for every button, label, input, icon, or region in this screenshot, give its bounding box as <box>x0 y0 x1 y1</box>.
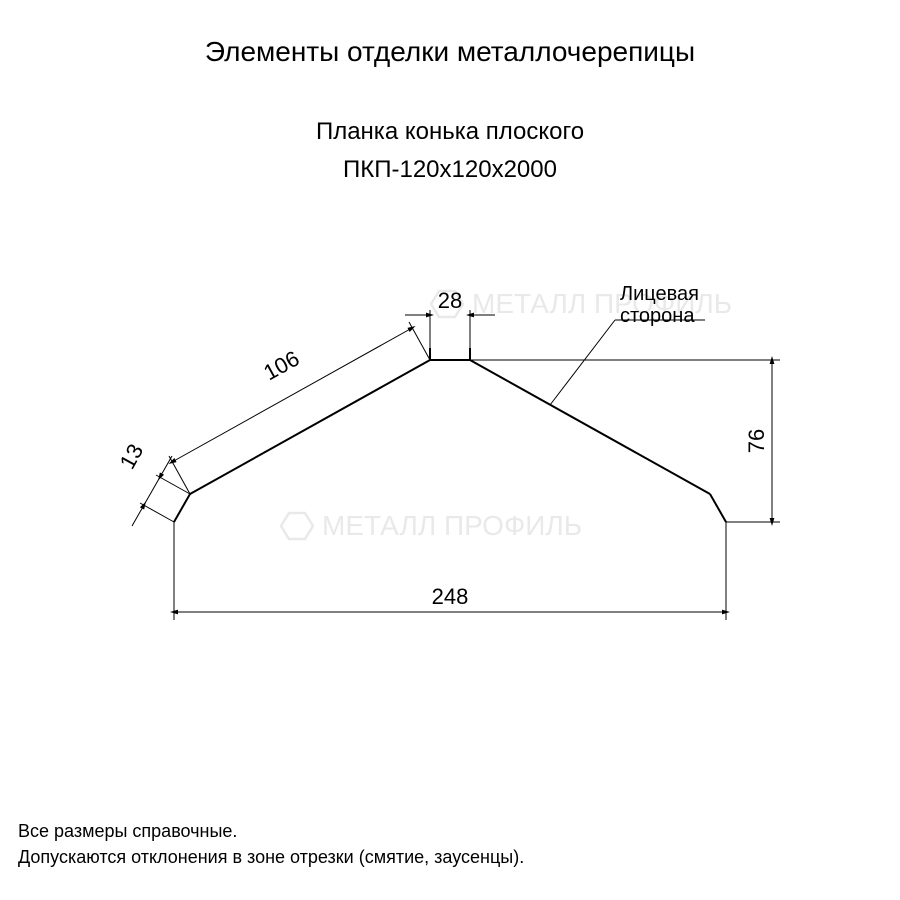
product-name: Планка конька плоского <box>0 118 900 146</box>
dim-slope-length <box>169 322 430 494</box>
footnote-2: Допускаются отклонения в зоне отрезки (с… <box>18 847 524 868</box>
face-side-label-l2: сторона <box>620 305 695 327</box>
product-code: ПКП-120х120х2000 <box>0 156 900 184</box>
dim-top-width-value: 28 <box>438 288 462 313</box>
dim-end-flap <box>132 456 190 526</box>
technical-drawing: 28 106 13 76 248 Лицевая сторона <box>60 260 840 700</box>
dim-height-value: 76 <box>744 429 769 453</box>
dim-slope-length-value: 106 <box>259 346 303 386</box>
footnote-1: Все размеры справочные. <box>18 821 237 842</box>
face-side-label-l1: Лицевая <box>620 283 699 305</box>
face-side-leader <box>550 320 705 405</box>
page-title: Элементы отделки металлочерепицы <box>0 36 900 68</box>
profile-outline <box>174 348 726 522</box>
dim-base-width-value: 248 <box>432 584 469 609</box>
dim-height <box>470 360 780 522</box>
dim-end-flap-value: 13 <box>115 440 149 474</box>
dim-top-width <box>405 310 495 348</box>
